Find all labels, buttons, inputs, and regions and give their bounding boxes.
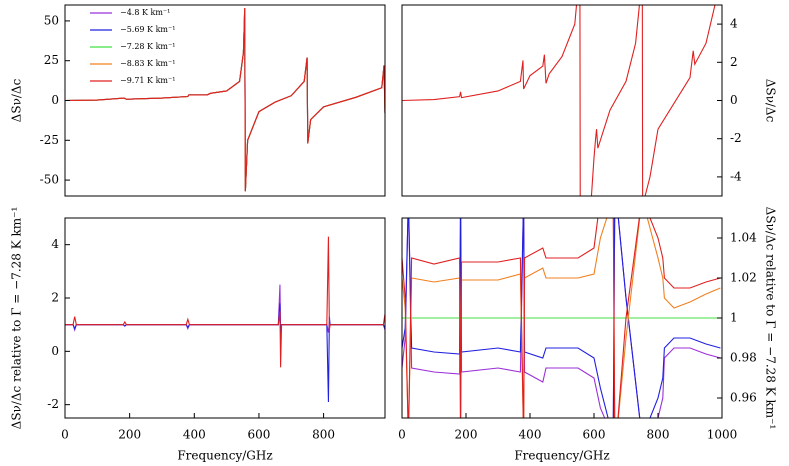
legend-label: −7.28 K km⁻¹ <box>120 42 175 51</box>
y-tick-label: 1.02 <box>730 271 757 285</box>
y-axis-label: ΔSν/Δc relative to Γ = −7.28 K km⁻¹ <box>764 207 778 430</box>
x-tick-label: 800 <box>312 428 335 442</box>
series-line <box>402 218 721 418</box>
x-tick-label: 600 <box>583 428 606 442</box>
x-tick-label: 400 <box>183 428 206 442</box>
series-line <box>65 8 385 192</box>
y-axis-label: ΔSν/Δc <box>764 79 778 123</box>
x-tick-label: 0 <box>61 428 69 442</box>
x-tick-label: 600 <box>247 428 270 442</box>
series-line <box>65 8 385 192</box>
plot-area <box>402 5 716 196</box>
frame <box>64 4 386 197</box>
series-line <box>65 303 385 403</box>
legend-label: −4.8 K km⁻¹ <box>120 8 170 17</box>
y-tick-label: -2 <box>47 397 59 411</box>
y-tick-label: 0 <box>51 344 59 358</box>
y-tick-label: 0 <box>730 93 738 107</box>
plot-area <box>402 218 721 418</box>
plot-area <box>65 236 385 403</box>
series-line <box>65 236 385 368</box>
x-tick-label: 400 <box>519 428 542 442</box>
frame <box>401 4 723 197</box>
series-line <box>65 8 385 192</box>
x-axis-label: Frequency/GHz <box>177 449 272 463</box>
x-tick-label: 200 <box>118 428 141 442</box>
legend-label: −8.83 K km⁻¹ <box>120 59 175 68</box>
y-tick-label: 2 <box>51 291 59 305</box>
y-axis-label: ΔSν/Δc <box>10 78 24 122</box>
x-tick-label: 800 <box>647 428 670 442</box>
series-line <box>65 284 385 336</box>
series-line <box>402 5 716 196</box>
x-tick-label: 200 <box>455 428 478 442</box>
legend-label: −5.69 K km⁻¹ <box>120 25 175 34</box>
series-line <box>65 8 385 192</box>
frame <box>64 217 386 419</box>
series-line <box>402 218 721 418</box>
y-tick-label: 25 <box>44 53 59 67</box>
series-line <box>402 218 721 418</box>
y-tick-label: 0 <box>51 93 59 107</box>
y-tick-label: -50 <box>40 173 59 187</box>
y-tick-label: 50 <box>44 13 59 27</box>
y-tick-label: 4 <box>51 237 59 251</box>
y-tick-label: -2 <box>730 131 742 145</box>
y-tick-label: 1 <box>730 311 738 325</box>
y-tick-label: -4 <box>730 169 742 183</box>
y-tick-label: 2 <box>730 55 738 69</box>
y-tick-label: 0.96 <box>730 391 757 405</box>
x-tick-label: 0 <box>398 428 406 442</box>
x-tick-label: 1000 <box>707 428 738 442</box>
legend-label: −9.71 K km⁻¹ <box>120 76 175 85</box>
y-axis-label: ΔSν/Δc relative to Γ = −7.28 K km⁻¹ <box>10 207 24 430</box>
y-tick-label: -25 <box>40 133 59 147</box>
y-tick-label: 1.04 <box>730 231 757 245</box>
y-tick-label: 4 <box>730 17 738 31</box>
series-line <box>65 8 385 192</box>
y-tick-label: 0.98 <box>730 351 757 365</box>
series-line <box>402 218 721 418</box>
plot-area <box>65 8 385 192</box>
x-axis-label: Frequency/GHz <box>514 449 609 463</box>
